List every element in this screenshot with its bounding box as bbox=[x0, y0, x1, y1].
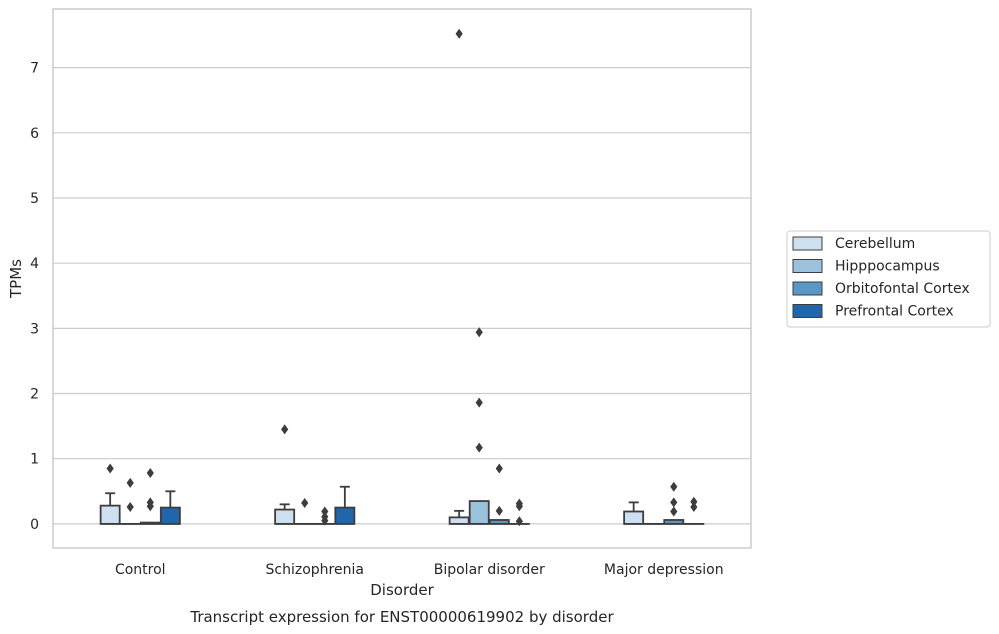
grid-layer bbox=[53, 67, 751, 525]
legend-swatch bbox=[792, 304, 823, 318]
chart-caption: Transcript expression for ENST0000061990… bbox=[189, 608, 614, 626]
outlier-point bbox=[670, 506, 678, 517]
y-tick-label: 6 bbox=[30, 126, 39, 142]
y-tick-label: 7 bbox=[30, 61, 39, 77]
outliers-layer bbox=[106, 28, 698, 527]
outlier-point bbox=[455, 28, 463, 39]
x-tick-label: Schizophrenia bbox=[266, 562, 364, 578]
outlier-point bbox=[495, 505, 503, 516]
outlier-point bbox=[515, 516, 523, 527]
y-tick-labels: 0 1 2 3 4 5 6 7 bbox=[30, 61, 39, 533]
box bbox=[468, 500, 490, 525]
outlier-point bbox=[126, 501, 134, 512]
plot-frame bbox=[52, 8, 752, 549]
y-axis-title: TPMs bbox=[7, 259, 25, 299]
outlier-point bbox=[321, 515, 329, 526]
x-tick-label: Major depression bbox=[604, 562, 724, 578]
outlier-point bbox=[146, 501, 154, 512]
outlier-point bbox=[126, 477, 134, 488]
boxes-layer bbox=[99, 485, 705, 525]
outlier-point bbox=[515, 501, 523, 512]
outlier-point bbox=[281, 424, 289, 435]
legend-label: Prefrontal Cortex bbox=[835, 304, 954, 320]
box bbox=[334, 506, 356, 525]
legend: Cerebellum Hipppocampus Orbitofontal Corte… bbox=[786, 230, 991, 328]
legend-swatch bbox=[792, 259, 823, 273]
outlier-point bbox=[670, 481, 678, 492]
outlier-point bbox=[495, 463, 503, 474]
legend-items: Cerebellum Hipppocampus Orbitofontal Corte… bbox=[792, 236, 970, 320]
box bbox=[274, 508, 296, 525]
y-tick-label: 0 bbox=[30, 517, 39, 533]
y-tick-label: 5 bbox=[30, 191, 39, 207]
box bbox=[159, 506, 181, 525]
x-tick-label: Bipolar disorder bbox=[434, 562, 545, 578]
outlier-point bbox=[670, 497, 678, 508]
outlier-point bbox=[146, 468, 154, 479]
y-tick-label: 2 bbox=[30, 387, 39, 403]
legend-swatch bbox=[792, 281, 823, 296]
legend-frame bbox=[786, 230, 991, 328]
box bbox=[99, 504, 121, 525]
legend-swatch bbox=[792, 236, 823, 251]
outlier-point bbox=[301, 498, 309, 509]
outlier-point bbox=[475, 327, 483, 338]
outlier-point bbox=[475, 397, 483, 408]
outlier-point bbox=[475, 442, 483, 453]
y-tick-label: 1 bbox=[30, 452, 39, 468]
outlier-point bbox=[690, 501, 698, 512]
box bbox=[623, 510, 645, 525]
outlier-point bbox=[690, 496, 698, 507]
x-axis-title: Disorder bbox=[370, 581, 434, 599]
y-tick-label: 3 bbox=[30, 321, 39, 337]
x-tick-label: Control bbox=[115, 562, 166, 578]
legend-label: Orbitofontal Cortex bbox=[835, 281, 970, 297]
box bbox=[448, 516, 470, 525]
outlier-point bbox=[106, 463, 114, 474]
y-tick-label: 4 bbox=[30, 256, 39, 272]
legend-label: Hipppocampus bbox=[835, 259, 940, 275]
x-tick-labels: Control Schizophrenia Bipolar disorder Majo… bbox=[115, 562, 724, 578]
legend-label: Cerebellum bbox=[835, 236, 915, 252]
outlier-point bbox=[321, 506, 329, 517]
